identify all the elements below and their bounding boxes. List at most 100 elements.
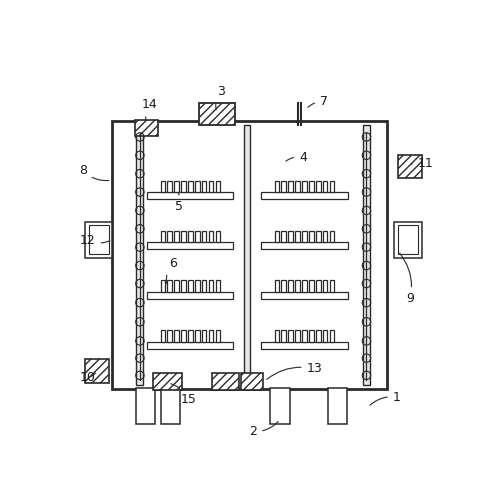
Bar xyxy=(261,292,347,299)
Bar xyxy=(174,330,179,341)
Bar xyxy=(202,280,206,292)
Bar xyxy=(181,231,186,242)
Text: 6: 6 xyxy=(166,257,177,283)
Bar xyxy=(309,181,314,192)
Bar xyxy=(195,330,200,341)
Bar xyxy=(398,155,421,178)
Bar xyxy=(309,231,314,242)
Bar xyxy=(195,181,200,192)
Bar xyxy=(209,181,213,192)
Text: 3: 3 xyxy=(216,84,225,110)
Bar xyxy=(394,222,421,258)
Text: 14: 14 xyxy=(141,98,157,120)
Bar xyxy=(216,280,220,292)
Bar xyxy=(275,280,279,292)
Bar xyxy=(270,388,289,424)
Bar xyxy=(161,231,165,242)
Bar xyxy=(174,231,179,242)
Bar xyxy=(302,280,307,292)
Bar xyxy=(323,181,328,192)
Bar xyxy=(135,120,158,136)
Bar xyxy=(282,330,286,341)
Bar xyxy=(181,280,186,292)
Text: 9: 9 xyxy=(400,253,414,305)
Bar xyxy=(167,330,172,341)
Bar xyxy=(329,231,334,242)
Bar xyxy=(112,121,387,389)
Text: 11: 11 xyxy=(411,157,433,170)
Bar xyxy=(398,225,418,254)
Text: 8: 8 xyxy=(79,164,109,180)
Bar xyxy=(153,373,182,390)
Bar xyxy=(329,181,334,192)
Bar xyxy=(302,330,307,341)
Bar xyxy=(174,181,179,192)
Bar xyxy=(147,292,234,299)
Bar xyxy=(181,181,186,192)
Bar xyxy=(261,192,347,199)
Bar xyxy=(167,181,172,192)
Bar xyxy=(161,330,165,341)
Bar xyxy=(202,231,206,242)
Bar xyxy=(216,181,220,192)
Text: 1: 1 xyxy=(370,391,401,405)
Bar xyxy=(188,280,193,292)
Bar xyxy=(202,330,206,341)
Text: 5: 5 xyxy=(174,192,183,214)
Bar xyxy=(88,225,109,254)
Bar xyxy=(161,181,165,192)
Bar xyxy=(363,125,370,385)
Bar xyxy=(309,330,314,341)
Bar xyxy=(199,102,235,125)
Bar xyxy=(136,388,155,424)
Bar xyxy=(85,222,112,258)
Bar xyxy=(195,280,200,292)
Text: 12: 12 xyxy=(80,234,110,247)
Bar xyxy=(282,231,286,242)
Bar xyxy=(261,242,347,249)
Bar xyxy=(202,181,206,192)
Bar xyxy=(147,242,234,249)
Bar xyxy=(167,231,172,242)
Bar xyxy=(316,330,321,341)
Bar xyxy=(209,231,213,242)
Text: 7: 7 xyxy=(308,95,328,108)
Bar xyxy=(188,231,193,242)
Bar xyxy=(147,192,234,199)
Bar xyxy=(282,181,286,192)
Text: 13: 13 xyxy=(267,362,322,379)
Bar xyxy=(212,373,240,390)
Bar xyxy=(245,125,250,385)
Bar xyxy=(167,280,172,292)
Bar xyxy=(216,231,220,242)
Bar xyxy=(85,359,109,383)
Bar xyxy=(295,330,300,341)
Bar xyxy=(261,341,347,348)
Bar xyxy=(209,280,213,292)
Bar xyxy=(329,330,334,341)
Bar xyxy=(323,231,328,242)
Text: 15: 15 xyxy=(171,384,196,406)
Bar xyxy=(295,181,300,192)
Bar xyxy=(181,330,186,341)
Text: 2: 2 xyxy=(249,421,278,438)
Bar xyxy=(241,373,263,390)
Bar xyxy=(328,388,347,424)
Bar xyxy=(329,280,334,292)
Bar xyxy=(136,125,143,385)
Text: 10: 10 xyxy=(80,371,96,384)
Bar xyxy=(302,181,307,192)
Bar xyxy=(195,231,200,242)
Bar xyxy=(275,181,279,192)
Bar xyxy=(288,280,293,292)
Bar xyxy=(316,231,321,242)
Text: 4: 4 xyxy=(286,151,307,164)
Bar xyxy=(288,330,293,341)
Bar xyxy=(216,330,220,341)
Bar xyxy=(161,280,165,292)
Bar xyxy=(174,280,179,292)
Bar xyxy=(275,231,279,242)
Bar xyxy=(288,181,293,192)
Bar xyxy=(282,280,286,292)
Bar xyxy=(316,280,321,292)
